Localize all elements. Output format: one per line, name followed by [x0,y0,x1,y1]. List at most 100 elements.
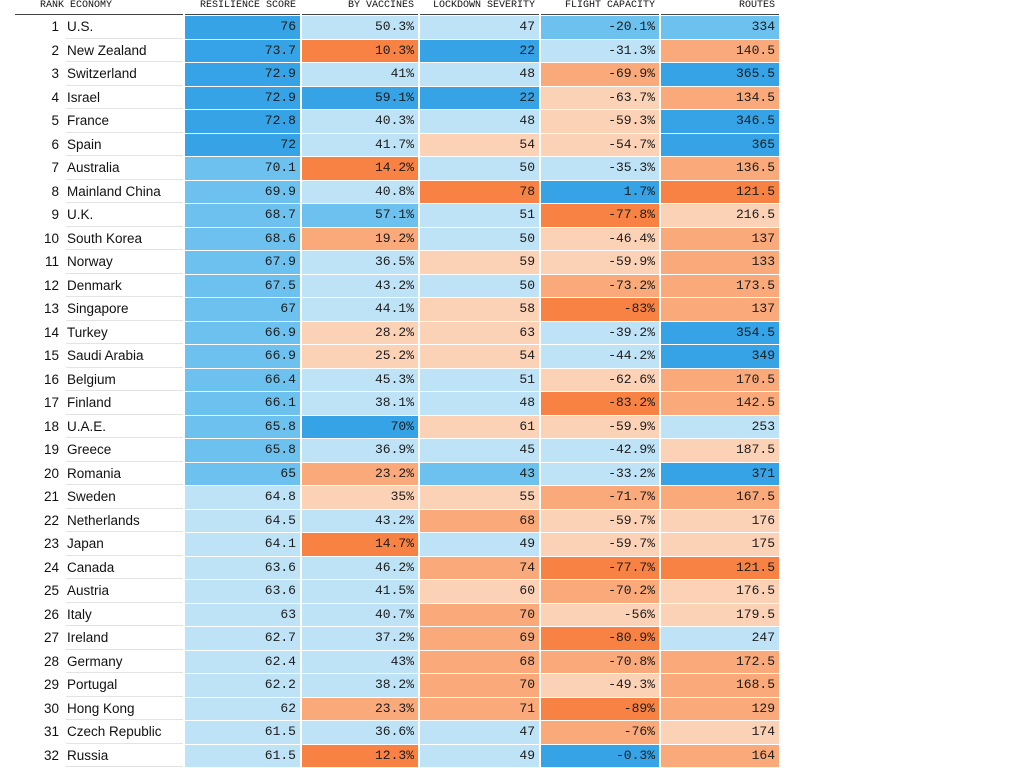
rank-cell: 18 [43,418,59,434]
resilience-score-cell: 61.5 [185,744,300,767]
vaccines-cell: 43% [302,650,418,673]
economy-cell: Singapore [66,298,183,321]
vaccines-cell: 57.1% [302,204,418,227]
table-row: 8 Mainland China 69.9 40.8% 78 1.7% 121.5 [15,180,787,205]
flight-capacity-cell: -35.3% [541,157,659,180]
lockdown-severity-cell: 48 [420,392,539,415]
resilience-ranking-table: RANK ECONOMY RESILIENCE SCORE BY VACCINE… [15,0,787,768]
routes-cell: 179.5 [661,603,779,626]
routes-cell: 137 [661,227,779,250]
table-row: 29 Portugal 62.2 38.2% 70 -49.3% 168.5 [15,674,787,698]
rank-cell: 8 [51,183,59,199]
table-row: 23 Japan 64.1 14.7% 49 -59.7% 175 [15,533,787,557]
rank-cell: 23 [43,536,59,551]
table-row: 20 Romania 65 23.2% 43 -33.2% 371 [15,462,787,487]
rank-cell: 32 [43,747,59,763]
resilience-score-cell: 63 [185,603,300,626]
lockdown-severity-cell: 69 [420,627,539,650]
table-row: 11 Norway 67.9 36.5% 59 -59.9% 133 [15,251,787,275]
vaccines-cell: 14.2% [302,157,418,180]
economy-header[interactable]: ECONOMY [66,0,183,15]
rank-cell: 24 [43,559,59,575]
table-row: 12 Denmark 67.5 43.2% 50 -73.2% 173.5 [15,274,787,299]
rank-cell: 21 [43,489,59,504]
economy-cell: Ireland [66,627,183,650]
lockdown-severity-cell: 70 [420,674,539,697]
table-row: 9 U.K. 68.7 57.1% 51 -77.8% 216.5 [15,204,787,228]
rank-cell: 6 [51,136,59,152]
economy-cell: Russia [66,745,183,767]
flight-capacity-cell: -62.6% [541,368,659,391]
lockdown-severity-cell: 78 [420,180,539,203]
vaccines-cell: 50.3% [302,16,418,39]
resilience-score-cell: 63.6 [185,556,300,579]
flight-capacity-header[interactable]: FLIGHT CAPACITY [541,0,659,15]
vaccines-header[interactable]: BY VACCINES [302,0,418,15]
routes-cell: 173.5 [661,274,779,297]
resilience-score-cell: 62.2 [185,674,300,697]
lockdown-severity-cell: 50 [420,274,539,297]
flight-capacity-cell: 1.7% [541,180,659,203]
economy-cell: Italy [66,604,183,626]
flight-capacity-cell: -20.1% [541,16,659,39]
economy-cell: Greece [66,439,183,462]
economy-cell: Czech Republic [66,721,183,744]
flight-capacity-cell: -59.9% [541,415,659,438]
vaccines-cell: 25.2% [302,345,418,368]
routes-cell: 174 [661,721,779,744]
rank-cell: 16 [43,371,59,387]
lockdown-severity-cell: 47 [420,721,539,744]
economy-cell: Denmark [66,275,183,297]
lockdown-severity-cell: 51 [420,368,539,391]
rank-header[interactable]: RANK [15,0,66,15]
lockdown-severity-cell: 22 [420,39,539,62]
vaccines-cell: 19.2% [302,227,418,250]
routes-cell: 168.5 [661,674,779,697]
flight-capacity-cell: -33.2% [541,462,659,485]
routes-cell: 176.5 [661,580,779,603]
rank-cell: 10 [43,230,59,246]
rank-cell: 27 [43,630,59,645]
routes-cell: 121.5 [661,180,779,203]
table-row: 15 Saudi Arabia 66.9 25.2% 54 -44.2% 349 [15,345,787,369]
table-row: 5 France 72.8 40.3% 48 -59.3% 346.5 [15,110,787,134]
resilience-score-cell: 67.9 [185,251,300,274]
lockdown-severity-cell: 50 [420,227,539,250]
flight-capacity-cell: -44.2% [541,345,659,368]
vaccines-cell: 23.3% [302,697,418,720]
flight-capacity-cell: -0.3% [541,744,659,767]
vaccines-cell: 23.2% [302,462,418,485]
rank-cell: 28 [43,653,59,669]
lockdown-severity-cell: 68 [420,650,539,673]
vaccines-cell: 10.3% [302,39,418,62]
resilience-score-cell: 64.8 [185,486,300,509]
flight-capacity-cell: -46.4% [541,227,659,250]
table-row: 25 Austria 63.6 41.5% 60 -70.2% 176.5 [15,580,787,604]
table-body: 1 U.S. 76 50.3% 47 -20.1% 334 2 New Zealand 73.7 1… [15,16,787,768]
resilience-score-cell: 67.5 [185,274,300,297]
lockdown-severity-cell: 71 [420,697,539,720]
routes-header[interactable]: ROUTES [661,0,779,15]
table-row: 32 Russia 61.5 12.3% 49 -0.3% 164 [15,744,787,768]
resilience-score-cell: 65 [185,462,300,485]
table-row: 24 Canada 63.6 46.2% 74 -77.7% 121.5 [15,556,787,581]
resilience-score-header[interactable]: RESILIENCE SCORE [185,0,300,15]
resilience-score-cell: 63.6 [185,580,300,603]
flight-capacity-cell: -63.7% [541,86,659,109]
flight-capacity-cell: -73.2% [541,274,659,297]
flight-capacity-cell: -83.2% [541,392,659,415]
vaccines-cell: 12.3% [302,744,418,767]
lockdown-severity-cell: 60 [420,580,539,603]
economy-cell: Austria [66,580,183,603]
lockdown-severity-header[interactable]: LOCKDOWN SEVERITY [420,0,539,15]
lockdown-severity-cell: 61 [420,415,539,438]
flight-capacity-cell: -59.9% [541,251,659,274]
flight-capacity-cell: -69.9% [541,63,659,86]
flight-capacity-cell: -71.7% [541,486,659,509]
rank-cell: 13 [43,301,59,316]
resilience-score-cell: 67 [185,298,300,321]
flight-capacity-cell: -76% [541,721,659,744]
lockdown-severity-cell: 49 [420,533,539,556]
routes-cell: 247 [661,627,779,650]
economy-cell: France [66,110,183,133]
